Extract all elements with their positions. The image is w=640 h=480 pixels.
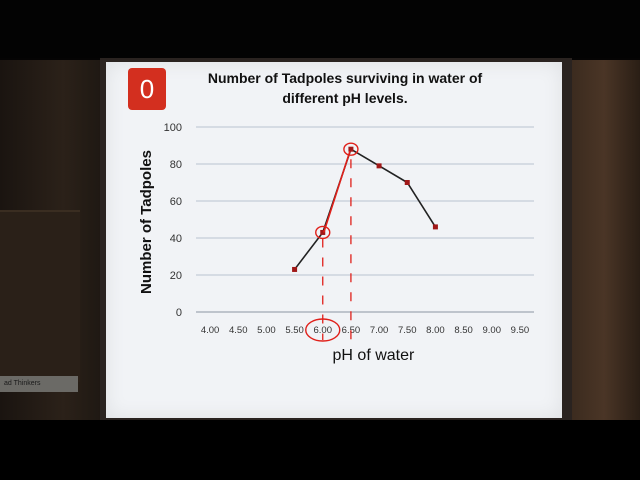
annotation-tick-circle (305, 318, 341, 342)
background-sign: ad Thinkers (0, 376, 78, 392)
data-point (320, 229, 326, 235)
data-point (292, 266, 298, 272)
wall-panel (0, 210, 80, 382)
annotation-trend-line (322, 150, 351, 233)
bottom-letterbox (0, 420, 640, 480)
x-axis-title: pH of water (333, 347, 415, 364)
x-tick-label: 7.00 (370, 325, 389, 336)
data-point (432, 224, 438, 230)
x-tick-label: 7.50 (398, 325, 417, 336)
data-point (404, 180, 410, 185)
annotation-circle (343, 142, 359, 156)
x-tick-label: 8.00 (426, 325, 445, 336)
chart-title: Number of Tadpoles surviving in water of… (170, 68, 520, 108)
x-tick-label: 9.50 (511, 325, 530, 336)
room-wall-right (568, 60, 640, 420)
background-sign-area: ad Thinkers (0, 340, 80, 420)
top-letterbox (0, 0, 640, 58)
y-tick-label: 20 (170, 270, 182, 282)
slide (106, 62, 562, 418)
chart-title-line-2: different pH levels. (282, 90, 408, 106)
data-point (348, 146, 354, 152)
x-tick-label: 6.00 (314, 325, 333, 336)
y-tick-label: 60 (170, 196, 182, 208)
x-tick-label: 4.50 (229, 325, 248, 336)
slide-number-badge: 0 (128, 68, 166, 110)
x-tick-label: 9.00 (483, 325, 502, 336)
y-axis-title: Number of Tadpoles (138, 150, 155, 294)
series-line (293, 148, 437, 270)
x-tick-label: 5.00 (257, 325, 276, 336)
data-point (376, 163, 382, 169)
y-tick-label: 0 (176, 307, 182, 319)
y-tick-label: 100 (164, 122, 182, 134)
x-tick-label: 4.00 (201, 325, 220, 336)
annotation-circle (315, 225, 331, 240)
y-tick-label: 80 (170, 159, 182, 171)
y-tick-label: 40 (170, 233, 182, 245)
x-tick-label: 5.50 (285, 325, 304, 336)
room-wall-left (0, 60, 106, 420)
chart-title-line-1: Number of Tadpoles surviving in water of (207, 70, 483, 86)
x-tick-label: 8.50 (454, 325, 473, 336)
